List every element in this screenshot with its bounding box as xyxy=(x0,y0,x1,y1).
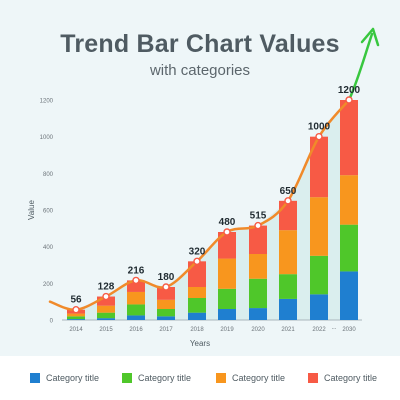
bar-segment xyxy=(188,298,206,313)
bar-segment xyxy=(157,316,175,320)
y-tick-label: 0 xyxy=(50,319,54,325)
bar-segment xyxy=(340,100,358,176)
bar-segment xyxy=(157,287,175,300)
bar-segment xyxy=(67,319,85,320)
legend-label: Category title xyxy=(46,373,100,383)
legend-swatch xyxy=(308,373,318,383)
legend-item: Category title xyxy=(122,371,191,385)
bar-segment xyxy=(279,200,297,231)
y-tick-label: 1200 xyxy=(40,99,54,105)
legend: Category title Category title Category t… xyxy=(0,356,400,400)
axis-break-label: ... xyxy=(331,325,336,331)
legend-label: Category title xyxy=(324,373,378,383)
bar-segment xyxy=(127,291,145,305)
x-axis-label: Years xyxy=(190,339,210,348)
y-tick-label: 600 xyxy=(43,209,54,215)
x-tick-label: 2016 xyxy=(129,327,143,333)
bar-segment xyxy=(218,232,236,259)
data-point xyxy=(284,197,292,205)
data-point xyxy=(315,132,323,141)
total-label: 515 xyxy=(250,211,267,222)
total-label: 1000 xyxy=(308,122,331,133)
bar-segment xyxy=(249,225,267,254)
legend-swatch xyxy=(122,373,132,383)
bar-segment xyxy=(249,254,267,279)
y-tick-label: 400 xyxy=(43,245,54,251)
trend-arrow-line xyxy=(347,32,374,102)
bar-segment xyxy=(218,258,236,289)
data-point xyxy=(223,228,231,236)
trend-arrow-head xyxy=(360,27,380,47)
x-tick-label: 2014 xyxy=(69,327,83,333)
bar-segment xyxy=(67,316,85,320)
bar-segment xyxy=(340,224,358,272)
bar-segment xyxy=(310,197,328,256)
legend-label: Category title xyxy=(138,373,192,383)
total-label: 650 xyxy=(280,186,297,197)
bar-segment xyxy=(127,315,145,320)
legend-label: Category title xyxy=(232,373,286,383)
bar-segment xyxy=(67,313,85,317)
total-label: 180 xyxy=(158,272,175,283)
data-point xyxy=(72,306,80,314)
trend-area xyxy=(76,100,349,320)
x-tick-label: 2030 xyxy=(342,327,356,333)
data-point xyxy=(102,292,110,301)
total-label: 480 xyxy=(219,217,236,228)
bar-segment xyxy=(340,271,358,320)
bar-segment xyxy=(97,305,115,313)
bar-segment xyxy=(340,175,358,225)
bar-segment xyxy=(127,280,145,292)
y-axis-label: Value xyxy=(27,200,36,220)
bar-segment xyxy=(188,287,206,298)
chart-subtitle: with categories xyxy=(149,62,251,79)
legend-swatch xyxy=(30,373,40,383)
x-tick-label: 2015 xyxy=(99,327,113,333)
x-tick-label: 2020 xyxy=(251,327,265,333)
bar-segment xyxy=(279,230,297,275)
legend-swatch xyxy=(216,373,226,383)
y-tick-label: 800 xyxy=(43,172,54,178)
data-point xyxy=(345,96,353,104)
bar-segment xyxy=(249,308,267,320)
chart-title: Trend Bar Chart Values xyxy=(60,30,340,58)
bar-segment xyxy=(310,255,328,295)
data-point xyxy=(132,276,140,285)
bar-segment xyxy=(310,294,328,320)
bar-segment xyxy=(310,136,328,198)
x-tick-label: 2018 xyxy=(190,327,204,333)
legend-item: Category title xyxy=(216,371,285,385)
total-label: 56 xyxy=(70,295,82,306)
total-label: 128 xyxy=(98,282,115,293)
bar-segment xyxy=(97,312,115,319)
total-label: 216 xyxy=(128,265,145,276)
bar-segment xyxy=(249,278,267,309)
bar-segment xyxy=(218,309,236,320)
legend-item: Category title xyxy=(308,371,377,385)
x-tick-label: 2017 xyxy=(159,327,173,333)
total-label: 1200 xyxy=(338,85,361,96)
y-tick-label: 1000 xyxy=(40,135,54,141)
x-tick-label: 2021 xyxy=(281,327,295,333)
bar-segment xyxy=(97,296,115,306)
bar-segment xyxy=(188,261,206,287)
bar-segment xyxy=(157,299,175,309)
total-label: 320 xyxy=(189,246,206,257)
data-point xyxy=(254,221,262,230)
bar-segment xyxy=(97,318,115,320)
y-tick-label: 200 xyxy=(43,282,54,288)
bar-segment xyxy=(218,288,236,309)
bar-segment xyxy=(157,309,175,317)
x-tick-label: 2019 xyxy=(220,327,234,333)
x-tick-label: 2022 xyxy=(312,327,326,333)
data-point xyxy=(193,257,201,266)
bar-segment xyxy=(279,298,297,320)
bar-segment xyxy=(279,274,297,299)
data-point xyxy=(162,283,170,291)
bar-segment xyxy=(188,312,206,320)
bar-segment xyxy=(127,304,145,316)
legend-item: Category title xyxy=(30,371,99,385)
